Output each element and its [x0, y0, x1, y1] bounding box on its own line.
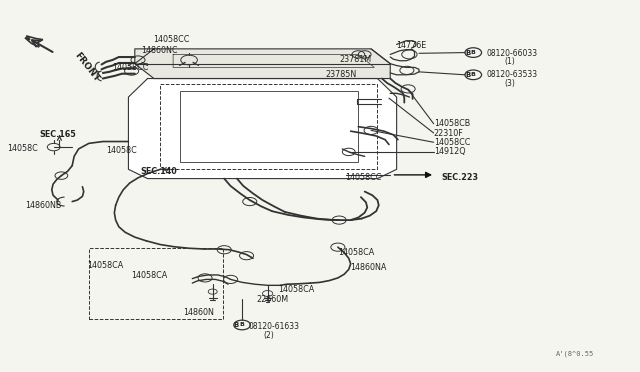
Text: (3): (3) [504, 79, 515, 88]
Text: B: B [239, 323, 244, 327]
Text: 14058C: 14058C [7, 144, 38, 153]
Bar [179, 92, 358, 162]
Text: B: B [466, 72, 471, 78]
Text: SEC.223: SEC.223 [442, 173, 478, 182]
Text: 22660M: 22660M [256, 295, 288, 304]
Text: 14860N: 14860N [182, 308, 214, 317]
Text: 08120-66033: 08120-66033 [486, 49, 537, 58]
Text: 23781M: 23781M [339, 55, 371, 64]
Text: 14860NC: 14860NC [141, 46, 178, 55]
Text: 14860NB: 14860NB [25, 201, 61, 210]
Text: 08120-61633: 08120-61633 [248, 322, 300, 331]
Text: SEC.165: SEC.165 [39, 130, 76, 140]
Text: 14058CA: 14058CA [87, 261, 123, 270]
Text: 14912Q: 14912Q [434, 147, 465, 156]
Text: 14058C: 14058C [106, 146, 137, 155]
Text: 14860NA: 14860NA [351, 263, 387, 272]
Text: 14058CA: 14058CA [338, 248, 374, 257]
Text: 08120-63533: 08120-63533 [486, 70, 537, 79]
Text: 14058CC: 14058CC [346, 173, 382, 182]
Bar [89, 248, 223, 319]
Text: 14058CC: 14058CC [434, 138, 470, 147]
Bar [161, 84, 378, 169]
Polygon shape [129, 78, 397, 179]
Text: SEC.140: SEC.140 [140, 167, 177, 176]
Polygon shape [135, 49, 390, 78]
Text: (2): (2) [264, 331, 275, 340]
Text: 22310F: 22310F [434, 128, 463, 138]
Text: 14058CB: 14058CB [434, 119, 470, 128]
Text: 14058CA: 14058CA [278, 285, 315, 294]
Text: 23785N: 23785N [325, 70, 356, 79]
Text: 14058CA: 14058CA [132, 271, 168, 280]
Text: B: B [471, 50, 476, 55]
Text: A'(8^0.55: A'(8^0.55 [556, 351, 595, 357]
Text: FRONT: FRONT [73, 50, 101, 83]
Text: B: B [466, 49, 471, 55]
Text: (1): (1) [504, 57, 515, 66]
Text: 14058CC: 14058CC [113, 63, 149, 72]
Text: 14058CC: 14058CC [153, 35, 189, 44]
Text: B: B [234, 322, 239, 328]
Text: 14776E: 14776E [397, 41, 427, 50]
Text: B: B [471, 72, 476, 77]
